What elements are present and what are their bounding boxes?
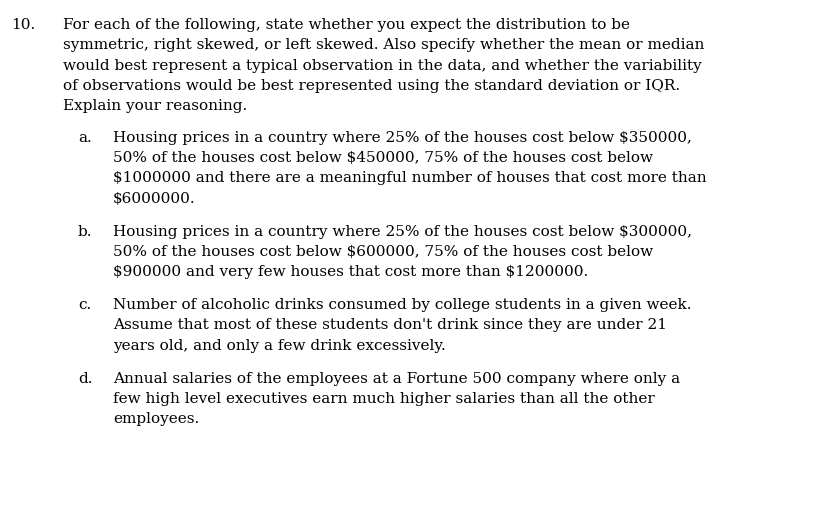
Text: \$900000 and very few houses that cost more than \$1200000.: \$900000 and very few houses that cost m… — [113, 265, 588, 279]
Text: c.: c. — [78, 298, 91, 312]
Text: a.: a. — [78, 131, 91, 145]
Text: Housing prices in a country where 25% of the houses cost below \$350000,: Housing prices in a country where 25% of… — [113, 131, 691, 145]
Text: of observations would be best represented using the standard deviation or IQR.: of observations would be best represente… — [63, 79, 679, 93]
Text: Assume that most of these students don't drink since they are under 21: Assume that most of these students don't… — [113, 319, 666, 332]
Text: would best represent a typical observation in the data, and whether the variabil: would best represent a typical observati… — [63, 59, 701, 73]
Text: Annual salaries of the employees at a Fortune 500 company where only a: Annual salaries of the employees at a Fo… — [113, 372, 680, 386]
Text: 50% of the houses cost below \$450000, 75% of the houses cost below: 50% of the houses cost below \$450000, 7… — [113, 151, 652, 165]
Text: employees.: employees. — [113, 412, 199, 426]
Text: 50% of the houses cost below \$600000, 75% of the houses cost below: 50% of the houses cost below \$600000, 7… — [113, 245, 652, 259]
Text: d.: d. — [78, 372, 92, 386]
Text: symmetric, right skewed, or left skewed. Also specify whether the mean or median: symmetric, right skewed, or left skewed.… — [63, 38, 703, 52]
Text: Number of alcoholic drinks consumed by college students in a given week.: Number of alcoholic drinks consumed by c… — [113, 298, 691, 312]
Text: \$6000000.: \$6000000. — [113, 192, 196, 205]
Text: \$1000000 and there are a meaningful number of houses that cost more than: \$1000000 and there are a meaningful num… — [113, 171, 706, 185]
Text: years old, and only a few drink excessively.: years old, and only a few drink excessiv… — [113, 339, 446, 353]
Text: few high level executives earn much higher salaries than all the other: few high level executives earn much high… — [113, 392, 654, 406]
Text: Explain your reasoning.: Explain your reasoning. — [63, 99, 247, 113]
Text: For each of the following, state whether you expect the distribution to be: For each of the following, state whether… — [63, 18, 629, 32]
Text: b.: b. — [78, 225, 92, 239]
Text: Housing prices in a country where 25% of the houses cost below \$300000,: Housing prices in a country where 25% of… — [113, 225, 691, 239]
Text: 10.: 10. — [11, 18, 35, 32]
